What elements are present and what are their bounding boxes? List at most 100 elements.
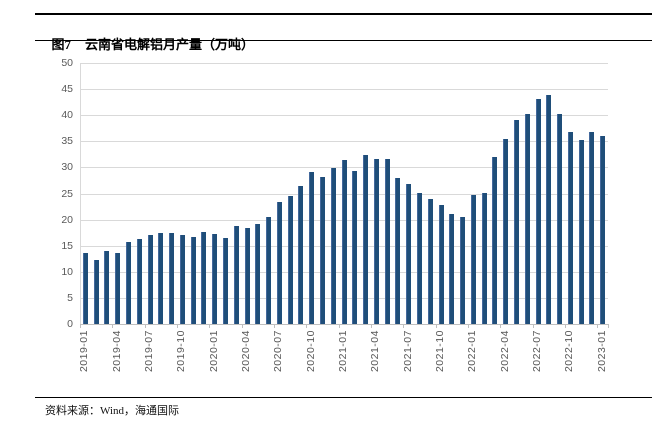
- bar: [298, 185, 304, 324]
- bar: [524, 113, 530, 324]
- x-tick-label: 2022-10: [563, 330, 576, 373]
- bar: [438, 204, 444, 324]
- bar: [276, 202, 282, 324]
- bar: [136, 239, 142, 324]
- bar: [115, 252, 121, 324]
- y-tick-label: 5: [67, 291, 73, 304]
- bar: [255, 223, 261, 324]
- bar: [93, 260, 99, 324]
- figure-top-rule: [35, 13, 652, 15]
- bar: [309, 172, 315, 324]
- y-tick-label: 40: [61, 109, 73, 122]
- bar-chart: 0 5 10 15 20 25 30 35 40 45 50 2019-01 2019-04 2019-0…: [0, 50, 658, 395]
- y-tick-label: 20: [61, 213, 73, 226]
- bar: [169, 233, 175, 324]
- bar: [449, 213, 455, 324]
- x-tick-label: 2021-01: [337, 330, 349, 373]
- bar: [481, 193, 487, 324]
- x-tick: [306, 324, 308, 328]
- bar: [104, 250, 110, 324]
- x-tick: [144, 324, 146, 328]
- x-tick-label: 2019-04: [110, 330, 123, 373]
- x-tick: [597, 324, 599, 328]
- gridline: [80, 115, 608, 117]
- gridline: [80, 63, 608, 64]
- bar: [212, 234, 218, 324]
- source-label: 资料来源：Wind，海通国际: [45, 405, 179, 417]
- x-tick: [500, 324, 502, 328]
- bar: [223, 237, 228, 324]
- bar: [406, 183, 412, 324]
- bar: [395, 177, 401, 324]
- y-axis-line: [80, 63, 81, 328]
- x-tick-label: 2021-04: [369, 330, 382, 373]
- bar: [126, 242, 131, 324]
- x-tick: [274, 324, 275, 328]
- bar: [190, 236, 196, 324]
- bar: [460, 217, 465, 324]
- bar: [244, 228, 250, 324]
- bar: [578, 140, 584, 324]
- x-tick: [435, 324, 437, 328]
- x-tick-label: 2022-04: [498, 330, 511, 373]
- x-tick-label: 2019-07: [143, 330, 155, 373]
- bar: [179, 235, 185, 324]
- bar: [416, 192, 422, 324]
- x-tick-label: 2022-07: [531, 330, 543, 373]
- x-tick: [608, 324, 609, 328]
- bar: [287, 196, 293, 324]
- source-top-rule: [35, 397, 652, 398]
- x-tick-label: 2022-01: [466, 330, 479, 373]
- x-tick: [370, 324, 372, 328]
- bar: [384, 159, 390, 324]
- x-tick-label: 2021-10: [434, 330, 446, 373]
- bar: [470, 194, 476, 324]
- bar: [589, 132, 595, 324]
- x-tick-label: 2020-07: [272, 330, 285, 373]
- x-tick-label: 2020-10: [304, 330, 317, 373]
- x-tick: [564, 324, 566, 328]
- y-tick-label: 0: [67, 318, 73, 330]
- x-tick: [467, 324, 469, 328]
- bar: [567, 131, 573, 324]
- figure-title: 图7 云南省电解铝月产量（万吨）: [45, 18, 255, 53]
- x-tick: [209, 324, 211, 328]
- x-tick-label: 2020-04: [240, 330, 252, 373]
- y-tick-label: 15: [61, 239, 73, 252]
- gridline: [80, 141, 608, 143]
- x-tick-label: 2019-01: [78, 330, 91, 373]
- bar: [201, 232, 207, 324]
- bar: [503, 138, 509, 324]
- x-tick: [177, 324, 178, 328]
- bar: [233, 225, 239, 324]
- bar: [492, 157, 498, 324]
- x-tick-label: 2021-07: [401, 330, 414, 373]
- bar: [352, 171, 358, 324]
- x-tick: [338, 324, 340, 328]
- bar: [427, 199, 433, 324]
- y-tick-label: 30: [61, 161, 73, 174]
- bar: [363, 155, 369, 324]
- bar: [82, 253, 88, 324]
- bar: [266, 217, 272, 324]
- y-tick-label: 10: [61, 265, 73, 278]
- x-tick: [112, 324, 114, 328]
- y-tick-label: 35: [61, 135, 73, 148]
- bar: [319, 176, 325, 324]
- bar: [330, 168, 336, 324]
- x-tick-label: 2023-01: [595, 330, 608, 373]
- bar: [546, 94, 552, 324]
- x-axis-line: [80, 324, 608, 325]
- x-tick: [403, 324, 405, 328]
- y-tick-label: 45: [61, 83, 73, 96]
- x-tick-label: 2019-10: [175, 330, 188, 373]
- bar: [147, 235, 153, 324]
- bar: [373, 158, 379, 324]
- y-tick-label: 25: [61, 187, 73, 200]
- bar: [557, 113, 562, 324]
- title-bottom-rule: [35, 40, 652, 41]
- bar: [513, 120, 519, 324]
- x-tick-label: 2020-01: [207, 330, 220, 373]
- y-tick-label: 50: [61, 57, 73, 69]
- x-tick: [532, 324, 534, 328]
